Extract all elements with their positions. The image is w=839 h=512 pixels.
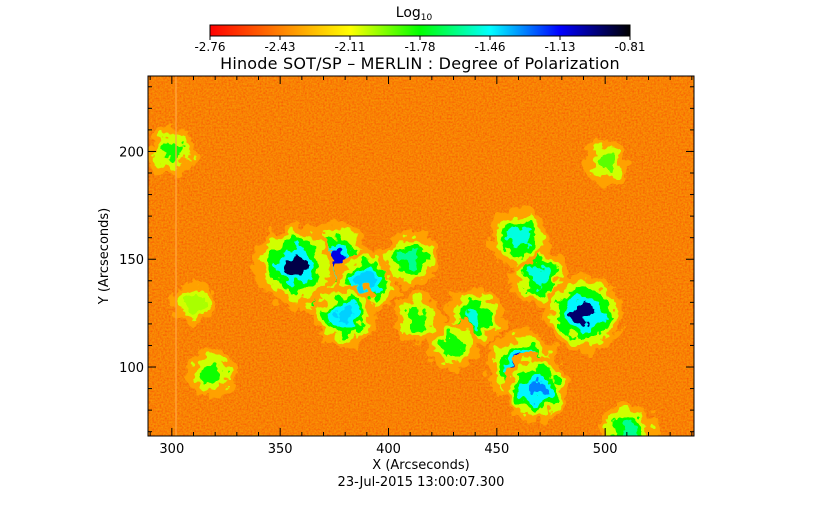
plot-area [148,76,694,436]
heatmap-feature [313,283,377,347]
x-tick-label: 450 [484,442,509,457]
colorbar-bar [209,24,631,37]
heatmap-feature-ring [284,254,307,277]
heatmap-feature [148,126,197,177]
heatmap-feature-ring [617,422,637,436]
x-tick-label: 400 [376,442,401,457]
heatmap-feature-ring [572,302,595,324]
colorbar-tick-label: -1.78 [404,40,435,54]
heatmap-feature-ring [526,379,545,398]
y-tick-label: 150 [119,253,144,268]
heatmap-feature-ring [184,293,203,312]
heatmap-feature-ring [406,306,428,329]
y-axis-label: Y (Arcseconds) [97,208,112,305]
colorbar-tick-label: -1.46 [474,40,505,54]
colorbar-tick-label: -2.43 [264,40,295,54]
x-axis-label: X (Arcseconds) [372,458,469,473]
colorbar-tick-label: -0.81 [614,40,645,54]
heatmap-feature [582,139,629,186]
colorbar-title-subscript: 10 [421,13,433,23]
y-tick-label: 100 [119,361,144,376]
heatmap-feature [186,348,236,399]
heatmap-feature [543,273,624,353]
x-tick-label: 300 [159,442,184,457]
colorbar-tick-label: -2.76 [194,40,225,54]
heatmap-feature-ring [530,266,551,287]
chart-title: Hinode SOT/SP – MERLIN : Degree of Polar… [220,54,620,73]
heatmap-feature-ring [442,334,465,357]
heatmap-feature-ring [465,307,486,328]
observation-date: 23-Jul-2015 13:00:07.300 [338,475,505,490]
colorbar-title: Log10 [396,5,433,23]
heatmap-feature-ring [595,152,616,173]
colorbar-title-base: Log [396,5,421,21]
heatmap-feature-ring [400,249,420,269]
x-axis: 300 350 400 450 500 [149,76,693,457]
heatmap-features [148,126,656,436]
y-tick-label: 200 [119,145,144,160]
heatmap-feature [172,281,215,324]
colorbar-tick-label: -2.11 [334,40,365,54]
heatmap-feature-ring [200,362,222,385]
heatmap-feature-ring [161,140,183,163]
heatmap-feature [598,403,656,436]
heatmap-feature-ring [358,272,376,290]
plot-frame [147,75,695,437]
heatmap-feature [254,225,336,307]
heatmap-feature [488,207,549,268]
y-axis: 100 150 200 [119,86,694,433]
x-tick-label: 350 [268,442,293,457]
heatmap-feature [502,355,570,423]
colorbar: Log10 -2.76 -2.43 -2.11 -1.78 -1.46 -1.13 -0.8… [194,5,645,54]
heatmap-feature [428,320,479,371]
heatmap-feature-ring [336,306,354,324]
x-tick-label: 500 [593,442,618,457]
heatmap-feature-ring [508,227,529,248]
colorbar-tick-label: -1.13 [544,40,575,54]
colorbar-ticks: -2.76 -2.43 -2.11 -1.78 -1.46 -1.13 -0.81 [194,36,646,54]
heatmap-feature [381,231,439,288]
heatmap-feature [391,292,442,343]
